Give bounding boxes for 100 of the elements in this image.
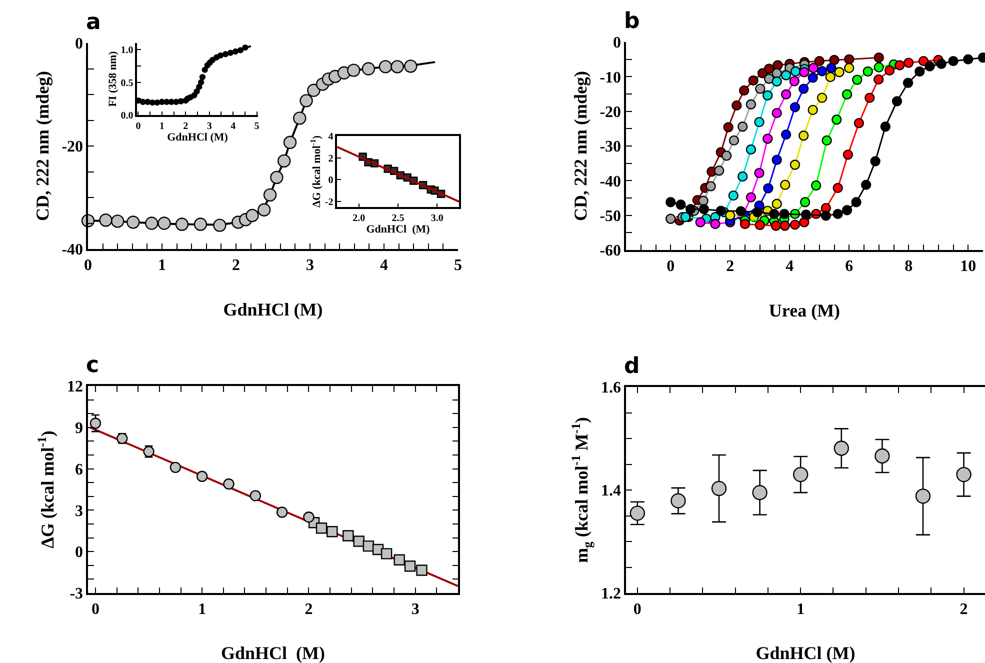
point — [832, 182, 843, 194]
point — [948, 56, 958, 66]
point — [763, 183, 774, 194]
point — [670, 493, 686, 508]
y-tick-label: 6 — [75, 461, 84, 478]
x-tick-label: 0 — [136, 120, 141, 132]
point — [307, 84, 320, 97]
point — [790, 220, 800, 230]
point — [173, 98, 180, 106]
y-tick-label: 1.4 — [601, 482, 622, 500]
point — [884, 65, 895, 76]
point — [772, 108, 782, 118]
y-axis-title: CD, 222 nm (mdeg) — [32, 71, 52, 221]
point — [755, 84, 766, 94]
point — [924, 61, 935, 72]
point — [854, 118, 864, 128]
point — [826, 62, 836, 74]
point — [790, 102, 800, 112]
x-tick-label: 4 — [230, 120, 236, 132]
x-tick-label: 0 — [666, 258, 675, 275]
point — [362, 62, 376, 76]
point — [194, 88, 200, 95]
x-tick-label: 1 — [158, 256, 166, 274]
x-tick-label: 2.0 — [352, 212, 366, 224]
point — [793, 466, 808, 482]
point — [738, 171, 748, 182]
x-axis-title: GdnHCl (M) — [167, 132, 228, 144]
point — [90, 418, 102, 429]
x-tick-label: 10 — [960, 258, 976, 275]
point — [816, 92, 828, 103]
point — [716, 206, 726, 216]
point — [202, 66, 208, 73]
point — [394, 554, 405, 566]
point — [711, 480, 727, 496]
point — [728, 135, 740, 146]
point — [250, 490, 262, 502]
point — [175, 218, 189, 231]
point — [832, 114, 842, 125]
point — [918, 56, 929, 66]
point — [630, 506, 646, 521]
x-axis-title: GdnHCl (M) — [220, 643, 326, 663]
point — [263, 188, 277, 202]
x-tick-label: 0 — [633, 600, 642, 618]
point — [739, 85, 750, 96]
point — [404, 60, 418, 73]
point — [342, 530, 354, 542]
point — [963, 54, 974, 64]
point — [754, 220, 765, 230]
point — [870, 156, 880, 166]
point — [851, 197, 862, 208]
point — [154, 99, 160, 106]
chart-title: a — [86, 10, 101, 35]
point — [222, 51, 229, 58]
x-tick-label: 2 — [232, 256, 240, 274]
point — [293, 112, 306, 125]
point — [790, 66, 801, 77]
point — [832, 208, 843, 220]
point — [223, 478, 234, 490]
y-tick-label: 0 — [75, 544, 84, 562]
point — [904, 58, 914, 68]
point — [822, 135, 832, 146]
point — [874, 52, 884, 63]
point — [738, 121, 748, 132]
point — [194, 218, 208, 231]
point — [772, 76, 782, 87]
point — [353, 536, 364, 547]
y-tick-label: 1.2 — [601, 586, 622, 603]
y-tick-label: 3 — [75, 502, 84, 520]
y-axis-title: CD, 222 nm (mdeg) — [570, 71, 590, 221]
x-tick-label: 5 — [254, 120, 260, 132]
point — [842, 89, 852, 100]
x-tick-label: 2.5 — [392, 212, 404, 224]
point — [227, 50, 234, 56]
point — [844, 62, 854, 74]
point — [820, 210, 832, 221]
point — [880, 121, 891, 132]
point — [842, 150, 854, 160]
point — [270, 170, 284, 184]
y-tick-label: 0 — [75, 36, 84, 53]
point — [732, 100, 742, 111]
point — [779, 208, 790, 220]
point — [798, 130, 809, 141]
point — [714, 166, 724, 176]
point — [347, 64, 360, 77]
point — [800, 210, 812, 220]
point — [829, 54, 840, 66]
y-tick-label: -60 — [600, 242, 622, 260]
point — [144, 98, 151, 106]
point — [723, 122, 734, 132]
point — [698, 196, 708, 206]
point — [746, 99, 756, 110]
point — [864, 92, 875, 103]
point — [956, 466, 972, 482]
point — [380, 548, 392, 560]
point — [676, 199, 686, 210]
point — [780, 129, 792, 140]
point — [748, 75, 758, 86]
chart-title: b — [624, 9, 640, 34]
point — [698, 204, 710, 214]
y-tick-label: -2 — [324, 197, 334, 208]
